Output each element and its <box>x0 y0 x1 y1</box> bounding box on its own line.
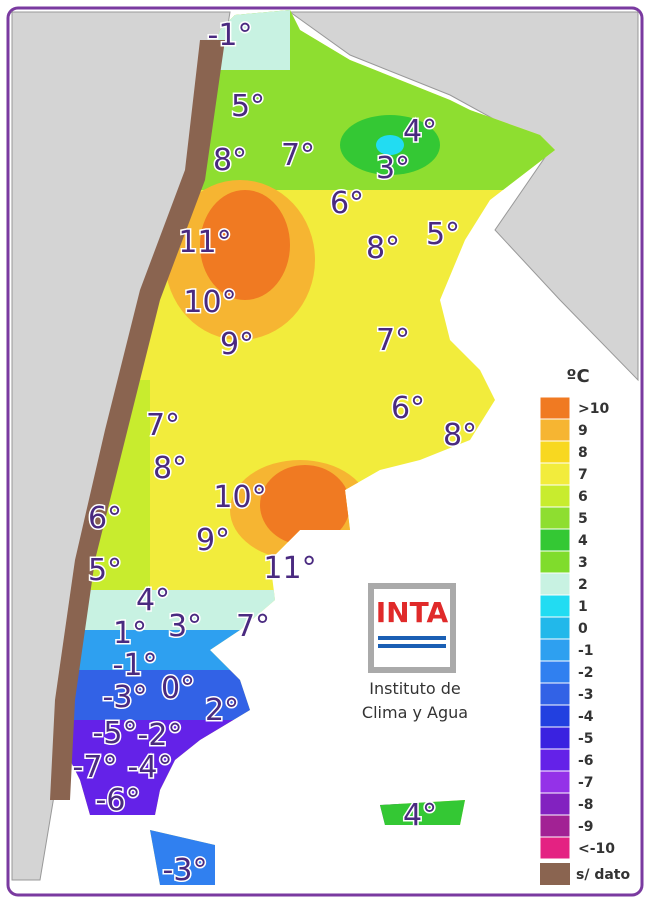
isotherm-label: 4° <box>403 114 437 149</box>
isotherm-label: 6° <box>88 501 122 536</box>
legend-swatch <box>539 462 571 486</box>
legend-swatch <box>539 418 571 442</box>
isotherm-label: -6° <box>96 783 141 818</box>
legend-label: <-10 <box>578 841 615 857</box>
legend-label: 4 <box>578 533 588 549</box>
isotherm-label: 0° <box>161 671 195 706</box>
legend-label: -9 <box>578 819 594 835</box>
legend-swatch <box>539 814 571 838</box>
legend-swatch <box>539 660 571 684</box>
legend-label: -1 <box>578 643 594 659</box>
isotherm-label: 1° <box>113 616 147 651</box>
legend-title: ºC <box>566 366 589 387</box>
isotherm-label: -2° <box>138 718 183 753</box>
legend-label: 5 <box>578 511 588 527</box>
legend-label: 8 <box>578 445 588 461</box>
legend-swatch <box>539 748 571 772</box>
isotherm-label: 5° <box>231 89 265 124</box>
legend-swatch <box>539 440 571 464</box>
legend-swatch <box>539 638 571 662</box>
legend-swatch <box>539 682 571 706</box>
legend-label: 6 <box>578 489 588 505</box>
legend-label: 7 <box>578 467 588 483</box>
legend-swatch <box>539 528 571 552</box>
isotherm-label: 8° <box>213 143 247 178</box>
legend-label: >10 <box>578 401 609 417</box>
isotherm-label: -4° <box>128 750 173 785</box>
logo-name: INTA <box>376 596 449 629</box>
legend-label: s/ dato <box>576 867 630 883</box>
legend-label: -2 <box>578 665 594 681</box>
legend-label: 9 <box>578 423 588 439</box>
isotherm-label: -7° <box>73 750 118 785</box>
isotherm-label: 4° <box>136 583 170 618</box>
isotherm-label: -3° <box>103 680 148 715</box>
legend-swatch <box>540 863 570 885</box>
isotherm-label: 8° <box>153 451 187 486</box>
isotherm-label: -1° <box>113 648 158 683</box>
logo-line: Clima y Agua <box>362 703 468 722</box>
legend-label: 1 <box>578 599 588 615</box>
no-data-band <box>50 40 225 800</box>
legend-swatch <box>539 726 571 750</box>
legend-swatch <box>539 572 571 596</box>
isotherm-label: 7° <box>281 138 315 173</box>
isotherm-label: 6° <box>391 391 425 426</box>
legend-swatch <box>539 836 571 860</box>
legend-swatch <box>539 594 571 618</box>
legend-swatch <box>539 396 571 420</box>
isotherm-label: 3° <box>168 609 202 644</box>
isotherm-label: 3° <box>376 151 410 186</box>
legend-swatch <box>539 484 571 508</box>
isotherm-label: 6° <box>330 186 364 221</box>
isotherm-label: 11° <box>263 551 316 586</box>
isotherm-label: 9° <box>220 327 254 362</box>
isotherm-label: 4° <box>403 798 437 833</box>
legend-swatch <box>539 550 571 574</box>
legend-label: -6 <box>578 753 594 769</box>
logo-line: Instituto de <box>369 679 460 698</box>
isotherm-label: -5° <box>93 716 138 751</box>
legend-swatch <box>539 792 571 816</box>
legend-swatch <box>539 616 571 640</box>
isotherm-label: 7° <box>236 609 270 644</box>
legend-label: -3 <box>578 687 594 703</box>
legend-label: -4 <box>578 709 594 725</box>
isotherm-label: 10° <box>213 480 266 515</box>
isotherm-label: -3° <box>163 853 208 888</box>
isotherm-label: 2° <box>205 693 239 728</box>
legend-label: -8 <box>578 797 594 813</box>
legend-label: 2 <box>578 577 588 593</box>
legend-label: 0 <box>578 621 588 637</box>
legend-swatch <box>539 704 571 728</box>
legend-label: -5 <box>578 731 594 747</box>
isotherm-label: 7° <box>146 408 180 443</box>
legend-swatch <box>539 770 571 794</box>
isotherm-label: 10° <box>183 285 236 320</box>
isotherm-label: 8° <box>443 418 477 453</box>
isotherm-label: 8° <box>366 231 400 266</box>
isotherm-label: 9° <box>196 523 230 558</box>
legend-label: -7 <box>578 775 594 791</box>
isotherm-label: 7° <box>376 323 410 358</box>
neighbors <box>288 11 639 382</box>
isotherm-label: 5° <box>426 217 460 252</box>
legend-label: 3 <box>578 555 588 571</box>
isotherm-label: -1° <box>208 18 253 53</box>
isotherm-label: 11° <box>178 225 231 260</box>
logo: INTA Instituto de Clima y Agua <box>362 583 468 722</box>
legend-swatch <box>539 506 571 530</box>
isotherm-label: 5° <box>88 553 122 588</box>
